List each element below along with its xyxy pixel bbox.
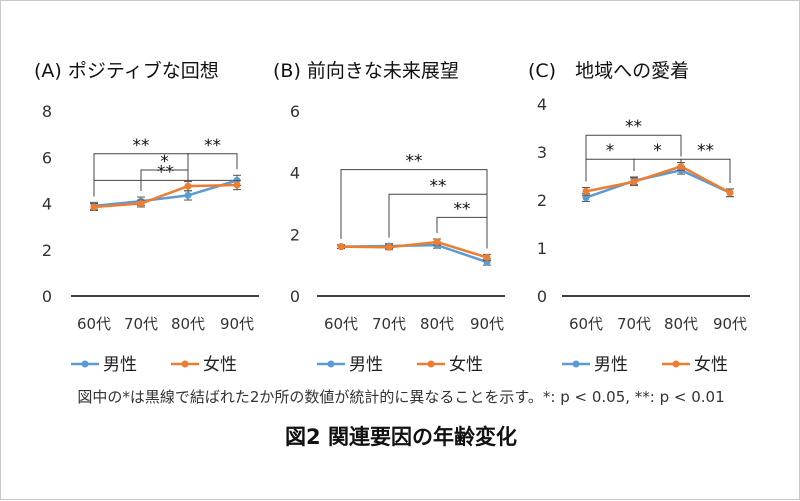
legend-label: 女性 (203, 355, 237, 375)
x-tick-label: 80代 (420, 315, 454, 333)
data-point (337, 243, 345, 251)
significance-label: * (160, 152, 169, 172)
data-point (433, 238, 441, 246)
data-point (137, 200, 145, 207)
y-tick-label: 2 (290, 225, 300, 244)
x-tick-label: 70代 (124, 315, 158, 333)
legend-marker (327, 360, 335, 368)
significance-bracket (140, 169, 189, 192)
legend-marker (427, 360, 435, 368)
legend-label: 女性 (449, 355, 483, 375)
significance-label: ** (625, 117, 642, 137)
significance-label: ** (430, 176, 447, 196)
y-tick-label: 2 (537, 191, 547, 210)
x-tick-label: 80代 (664, 315, 698, 333)
series-line (93, 183, 238, 209)
series-line (93, 179, 238, 208)
y-tick-label: 0 (290, 287, 300, 306)
series-line (340, 240, 488, 259)
x-tick-label: 60代 (77, 315, 111, 333)
chart-title: (C) 地域への愛着 (528, 60, 689, 82)
y-tick-label: 4 (290, 164, 300, 183)
y-tick-label: 6 (290, 102, 300, 121)
legend-label: 女性 (694, 355, 728, 375)
data-point (483, 253, 491, 261)
legend-label: 男性 (103, 355, 137, 375)
y-tick-label: 2 (42, 241, 52, 260)
x-tick-label: 60代 (324, 315, 358, 333)
series-line (585, 168, 731, 199)
significance-label: * (653, 141, 662, 161)
y-tick-label: 4 (537, 95, 547, 114)
significance-label: * (606, 141, 615, 161)
legend-marker (672, 360, 680, 368)
significance-bracket (585, 134, 682, 182)
y-tick-label: 3 (537, 143, 547, 162)
legend-label: 男性 (594, 355, 628, 375)
significance-note: 図中の*は黒線で結ばれた2か所の数値が統計的に異なることを示す。*: p < 0… (77, 388, 725, 406)
y-tick-label: 1 (537, 239, 547, 258)
y-tick-label: 8 (42, 102, 52, 121)
data-point (184, 182, 192, 190)
y-tick-label: 0 (42, 287, 52, 306)
legend-marker (572, 360, 580, 368)
significance-label: ** (454, 199, 471, 219)
chart-title: (A) ポジティブな回想 (34, 59, 219, 82)
chart-title: (B) 前向きな未来展望 (273, 60, 459, 82)
significance-bracket (187, 153, 238, 176)
y-tick-label: 6 (42, 148, 52, 167)
significance-label: ** (406, 152, 423, 172)
legend-marker (181, 360, 189, 368)
series-line (585, 165, 731, 194)
x-tick-label: 90代 (713, 315, 747, 333)
data-point (677, 162, 685, 170)
data-point (385, 243, 393, 251)
data-point (582, 187, 590, 195)
data-point (184, 191, 192, 199)
x-tick-label: 90代 (220, 315, 254, 333)
x-tick-label: 60代 (569, 315, 603, 333)
x-tick-label: 70代 (372, 315, 406, 333)
significance-label: ** (157, 162, 174, 182)
y-tick-label: 4 (42, 195, 52, 214)
chart-panel-b: (B) 前向きな未来展望 0 2 4 6 60代 70代 80代 90代 ** ** ** 男性 女性 (273, 60, 505, 375)
data-point (90, 203, 98, 211)
data-point (582, 194, 590, 202)
legend-marker (81, 360, 89, 368)
data-point (233, 181, 241, 189)
x-tick-label: 80代 (171, 315, 205, 333)
significance-label: ** (133, 136, 150, 156)
figure-caption: 図2 関連要因の年齢変化 (285, 425, 517, 449)
x-tick-label: 70代 (617, 315, 651, 333)
significance-bracket (585, 158, 635, 182)
data-point (726, 189, 734, 197)
significance-bracket (436, 216, 488, 249)
y-tick-label: 0 (537, 287, 547, 306)
significance-label: ** (697, 141, 714, 161)
legend-label: 男性 (349, 355, 383, 375)
data-point (630, 178, 638, 186)
significance-label: ** (204, 136, 221, 156)
x-tick-label: 90代 (470, 315, 504, 333)
